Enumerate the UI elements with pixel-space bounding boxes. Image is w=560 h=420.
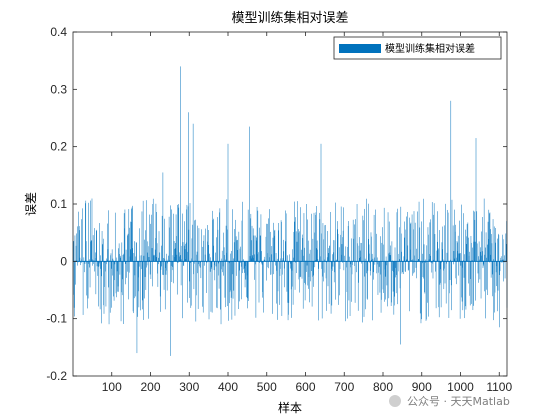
x-tick-label: 700: [334, 380, 354, 394]
x-tick-label: 400: [218, 380, 238, 394]
y-tick-label: -0.2: [46, 369, 67, 383]
legend-label: 模型训练集相对误差: [385, 42, 475, 55]
x-tick-label: 300: [179, 380, 199, 394]
y-axis-label: 误差: [24, 192, 38, 216]
x-tick-label: 600: [295, 380, 315, 394]
x-tick-label: 500: [257, 380, 277, 394]
error-bars-series: [73, 66, 508, 356]
legend-box: [333, 36, 502, 60]
y-tick-label: 0.1: [50, 197, 67, 211]
x-tick-label: 100: [102, 380, 122, 394]
x-tick-label: 900: [412, 380, 432, 394]
x-tick-label: 200: [140, 380, 160, 394]
y-tick-label: 0.3: [50, 82, 67, 96]
watermark: 公众号 · 天天Matlab: [389, 395, 510, 408]
y-tick-label: 0.2: [50, 140, 67, 154]
x-tick-label: 1000: [447, 380, 474, 394]
chart-title: 模型训练集相对误差: [231, 10, 348, 26]
legend: 模型训练集相对误差: [333, 36, 502, 60]
x-tick-label: 1100: [486, 380, 512, 394]
axes-background: [73, 32, 507, 376]
plot-area: 100 200 300 400 500 600 700 800 900 1000 1100 -0.2 -…: [46, 25, 512, 394]
y-tick-label: 0: [60, 254, 67, 268]
wechat-icon: [389, 395, 401, 407]
y-tick-label: 0.4: [50, 25, 67, 39]
axis-ticks: 100 200 300 400 500 600 700 800 900 1000 1100 -0.2 -…: [46, 25, 512, 394]
legend-swatch: [339, 44, 381, 53]
watermark-text: 公众号 · 天天Matlab: [407, 395, 510, 408]
x-tick-label: 800: [373, 380, 393, 394]
x-axis-label: 样本: [278, 400, 302, 415]
y-tick-label: -0.1: [46, 312, 67, 326]
